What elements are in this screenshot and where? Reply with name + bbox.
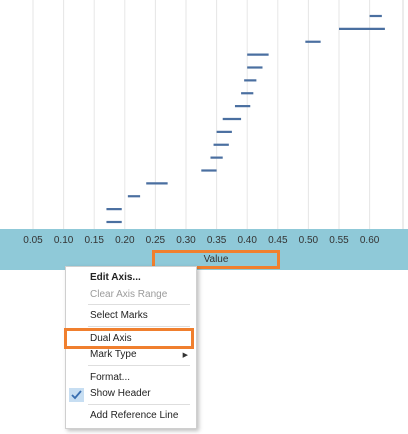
dual-axis-highlight	[64, 328, 194, 349]
x-tick-label: 0.60	[359, 235, 380, 246]
x-tick-label: 0.15	[84, 235, 104, 246]
x-tick-label: 0.50	[298, 235, 319, 246]
menu-item-add-reference-line[interactable]: Add Reference Line	[90, 410, 179, 421]
bar-series	[106, 14, 385, 224]
x-tick-label: 0.55	[329, 235, 349, 246]
menu-item-format[interactable]: Format...	[90, 372, 131, 383]
gridlines	[32, 0, 371, 229]
chart-plot-area	[32, 0, 404, 229]
x-tick-label: 0.40	[237, 235, 257, 246]
submenu-arrow-icon: ▶	[182, 352, 188, 359]
menu-separator	[88, 404, 190, 405]
x-tick-label: 0.30	[176, 235, 196, 246]
x-tick-label: 0.20	[115, 235, 135, 246]
x-tick-label: 0.35	[206, 235, 227, 246]
menu-item-dual-axis[interactable]: Dual Axis	[90, 333, 132, 344]
menu-item-show-header[interactable]: Show Header	[90, 388, 151, 399]
menu-separator	[88, 365, 190, 366]
menu-item-clear-axis-range: Clear Axis Range	[90, 289, 168, 300]
x-tick-label: 0.25	[145, 235, 166, 246]
checkmark-icon	[69, 388, 84, 402]
x-tick-label: 0.05	[23, 235, 43, 246]
x-axis-header[interactable]	[0, 229, 408, 270]
menu-separator	[88, 304, 190, 305]
x-axis-title[interactable]: Value	[152, 250, 280, 269]
menu-item-edit-axis[interactable]: Edit Axis...	[90, 272, 141, 283]
x-tick-label: 0.45	[268, 235, 288, 246]
x-tick-label: 0.10	[53, 235, 74, 246]
menu-separator	[88, 326, 190, 327]
menu-item-mark-type[interactable]: Mark Type	[90, 349, 137, 360]
menu-item-select-marks[interactable]: Select Marks	[90, 310, 148, 321]
